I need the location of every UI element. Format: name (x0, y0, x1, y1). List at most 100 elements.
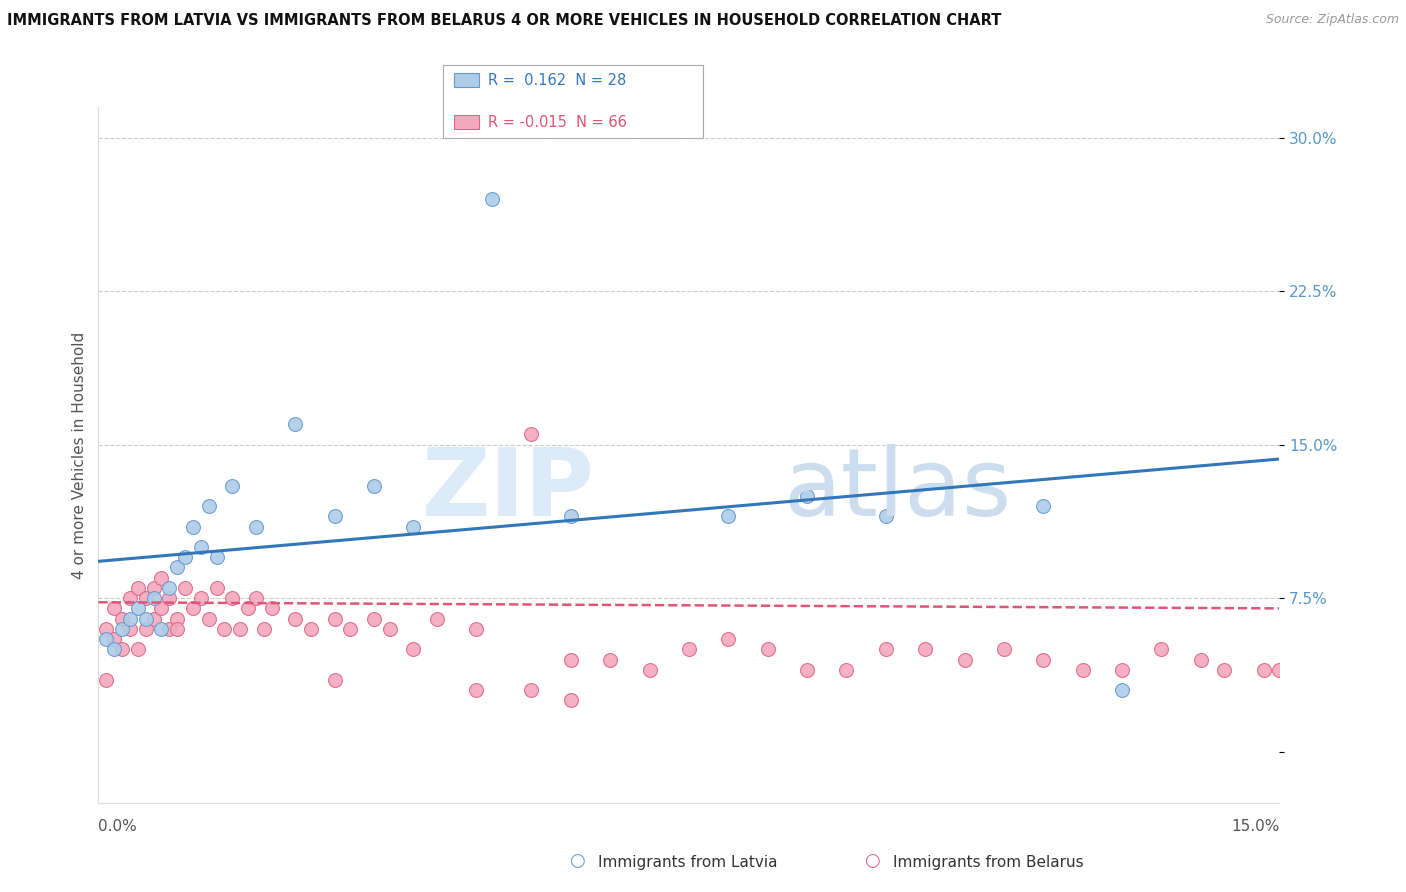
Point (560, 652, 582, 666)
Point (197, 612, 219, 626)
Point (465, 622, 488, 636)
Point (560, 509, 582, 524)
Point (284, 612, 307, 626)
Point (599, 652, 621, 666)
Point (796, 489, 818, 503)
Point (103, 642, 125, 657)
Point (221, 591, 243, 606)
Point (135, 622, 157, 636)
Point (323, 673, 346, 687)
Point (127, 581, 149, 595)
Point (465, 683, 488, 698)
Point (284, 417, 307, 432)
Point (875, 509, 897, 524)
Text: ○: ○ (863, 852, 880, 870)
Point (245, 591, 267, 606)
Point (118, 591, 141, 606)
Point (205, 550, 228, 565)
Point (236, 601, 259, 615)
Text: R =  0.162  N = 28: R = 0.162 N = 28 (488, 73, 626, 87)
Point (197, 499, 219, 513)
Point (174, 581, 197, 595)
Point (1111, 683, 1133, 698)
Text: 15.0%: 15.0% (1232, 819, 1279, 834)
Point (150, 571, 173, 585)
Point (157, 622, 180, 636)
Point (1111, 663, 1133, 677)
Y-axis label: 4 or more Vehicles in Household: 4 or more Vehicles in Household (72, 331, 87, 579)
Text: IMMIGRANTS FROM LATVIA VS IMMIGRANTS FROM BELARUS 4 OR MORE VEHICLES IN HOUSEHOL: IMMIGRANTS FROM LATVIA VS IMMIGRANTS FRO… (7, 13, 1001, 29)
Point (103, 632, 125, 646)
Point (1189, 652, 1212, 666)
Text: ZIP: ZIP (422, 443, 595, 536)
Point (221, 478, 243, 492)
Point (1253, 663, 1275, 677)
Point (363, 612, 385, 626)
Point (111, 622, 134, 636)
Point (323, 509, 346, 524)
Point (229, 622, 252, 636)
Point (174, 550, 197, 565)
Point (914, 642, 936, 657)
Point (181, 601, 204, 615)
Point (127, 601, 149, 615)
Point (166, 560, 188, 574)
Point (253, 622, 276, 636)
Point (111, 642, 134, 657)
Point (756, 642, 779, 657)
Point (190, 540, 212, 554)
Text: Immigrants from Belarus: Immigrants from Belarus (893, 855, 1084, 870)
Point (717, 632, 740, 646)
Point (157, 591, 180, 606)
Point (678, 642, 700, 657)
Text: R = -0.015  N = 66: R = -0.015 N = 66 (488, 115, 627, 129)
Point (426, 612, 449, 626)
Point (402, 519, 425, 533)
Point (142, 591, 165, 606)
Point (717, 509, 740, 524)
Point (560, 693, 582, 707)
Point (339, 622, 361, 636)
Point (1268, 663, 1291, 677)
Text: 0.0%: 0.0% (98, 819, 138, 834)
Point (118, 622, 141, 636)
Point (150, 601, 173, 615)
Point (181, 519, 204, 533)
Point (481, 192, 503, 206)
Point (111, 612, 134, 626)
Text: ○: ○ (568, 852, 585, 870)
Point (1150, 642, 1173, 657)
Point (638, 663, 661, 677)
Point (205, 581, 228, 595)
Point (875, 642, 897, 657)
Point (127, 642, 149, 657)
Text: Immigrants from Latvia: Immigrants from Latvia (598, 855, 778, 870)
Point (157, 581, 180, 595)
Text: atlas: atlas (783, 443, 1012, 536)
Point (214, 622, 236, 636)
Point (96, 673, 118, 687)
Point (363, 478, 385, 492)
Point (520, 427, 543, 442)
Point (520, 683, 543, 698)
Point (150, 622, 173, 636)
Point (166, 622, 188, 636)
Point (1071, 663, 1094, 677)
Text: Source: ZipAtlas.com: Source: ZipAtlas.com (1265, 13, 1399, 27)
Point (103, 601, 125, 615)
Point (835, 663, 858, 677)
Point (1032, 652, 1054, 666)
Point (142, 612, 165, 626)
Point (1213, 663, 1236, 677)
Point (96, 632, 118, 646)
Point (166, 612, 188, 626)
Point (118, 612, 141, 626)
Point (953, 652, 976, 666)
Point (135, 591, 157, 606)
Point (299, 622, 322, 636)
Point (378, 622, 401, 636)
Point (135, 612, 157, 626)
Point (1032, 499, 1054, 513)
Point (796, 663, 818, 677)
Point (402, 642, 425, 657)
